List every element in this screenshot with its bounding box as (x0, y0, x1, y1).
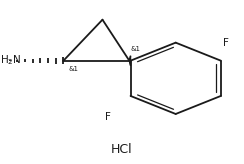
Text: H$_2$N: H$_2$N (0, 53, 21, 67)
Text: &1: &1 (68, 66, 78, 72)
Text: F: F (105, 112, 111, 122)
Text: HCl: HCl (111, 143, 133, 156)
Polygon shape (129, 56, 131, 66)
Text: &1: &1 (131, 46, 141, 52)
Text: F: F (223, 39, 229, 48)
